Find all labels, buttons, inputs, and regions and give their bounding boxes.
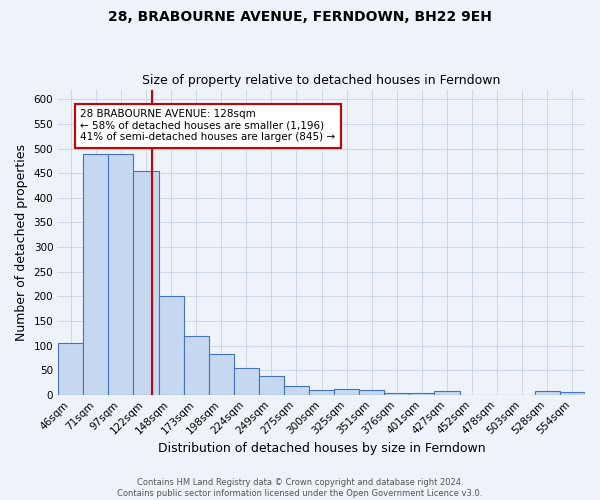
Bar <box>359 390 385 394</box>
Bar <box>259 376 284 394</box>
Bar <box>309 390 334 394</box>
Bar <box>334 389 359 394</box>
Text: 28 BRABOURNE AVENUE: 128sqm
← 58% of detached houses are smaller (1,196)
41% of : 28 BRABOURNE AVENUE: 128sqm ← 58% of det… <box>80 109 335 142</box>
Text: 28, BRABOURNE AVENUE, FERNDOWN, BH22 9EH: 28, BRABOURNE AVENUE, FERNDOWN, BH22 9EH <box>108 10 492 24</box>
X-axis label: Distribution of detached houses by size in Ferndown: Distribution of detached houses by size … <box>158 442 485 455</box>
Bar <box>83 154 109 394</box>
Y-axis label: Number of detached properties: Number of detached properties <box>15 144 28 340</box>
Bar <box>409 393 434 394</box>
Bar <box>434 391 460 394</box>
Bar <box>58 343 83 394</box>
Bar <box>209 354 234 395</box>
Bar <box>158 296 184 394</box>
Bar <box>385 393 409 394</box>
Bar <box>184 336 209 394</box>
Bar <box>109 154 133 394</box>
Bar <box>560 392 585 394</box>
Title: Size of property relative to detached houses in Ferndown: Size of property relative to detached ho… <box>142 74 501 87</box>
Bar <box>234 368 259 394</box>
Bar <box>284 386 309 394</box>
Bar <box>535 392 560 394</box>
Text: Contains HM Land Registry data © Crown copyright and database right 2024.
Contai: Contains HM Land Registry data © Crown c… <box>118 478 482 498</box>
Bar <box>133 171 158 394</box>
